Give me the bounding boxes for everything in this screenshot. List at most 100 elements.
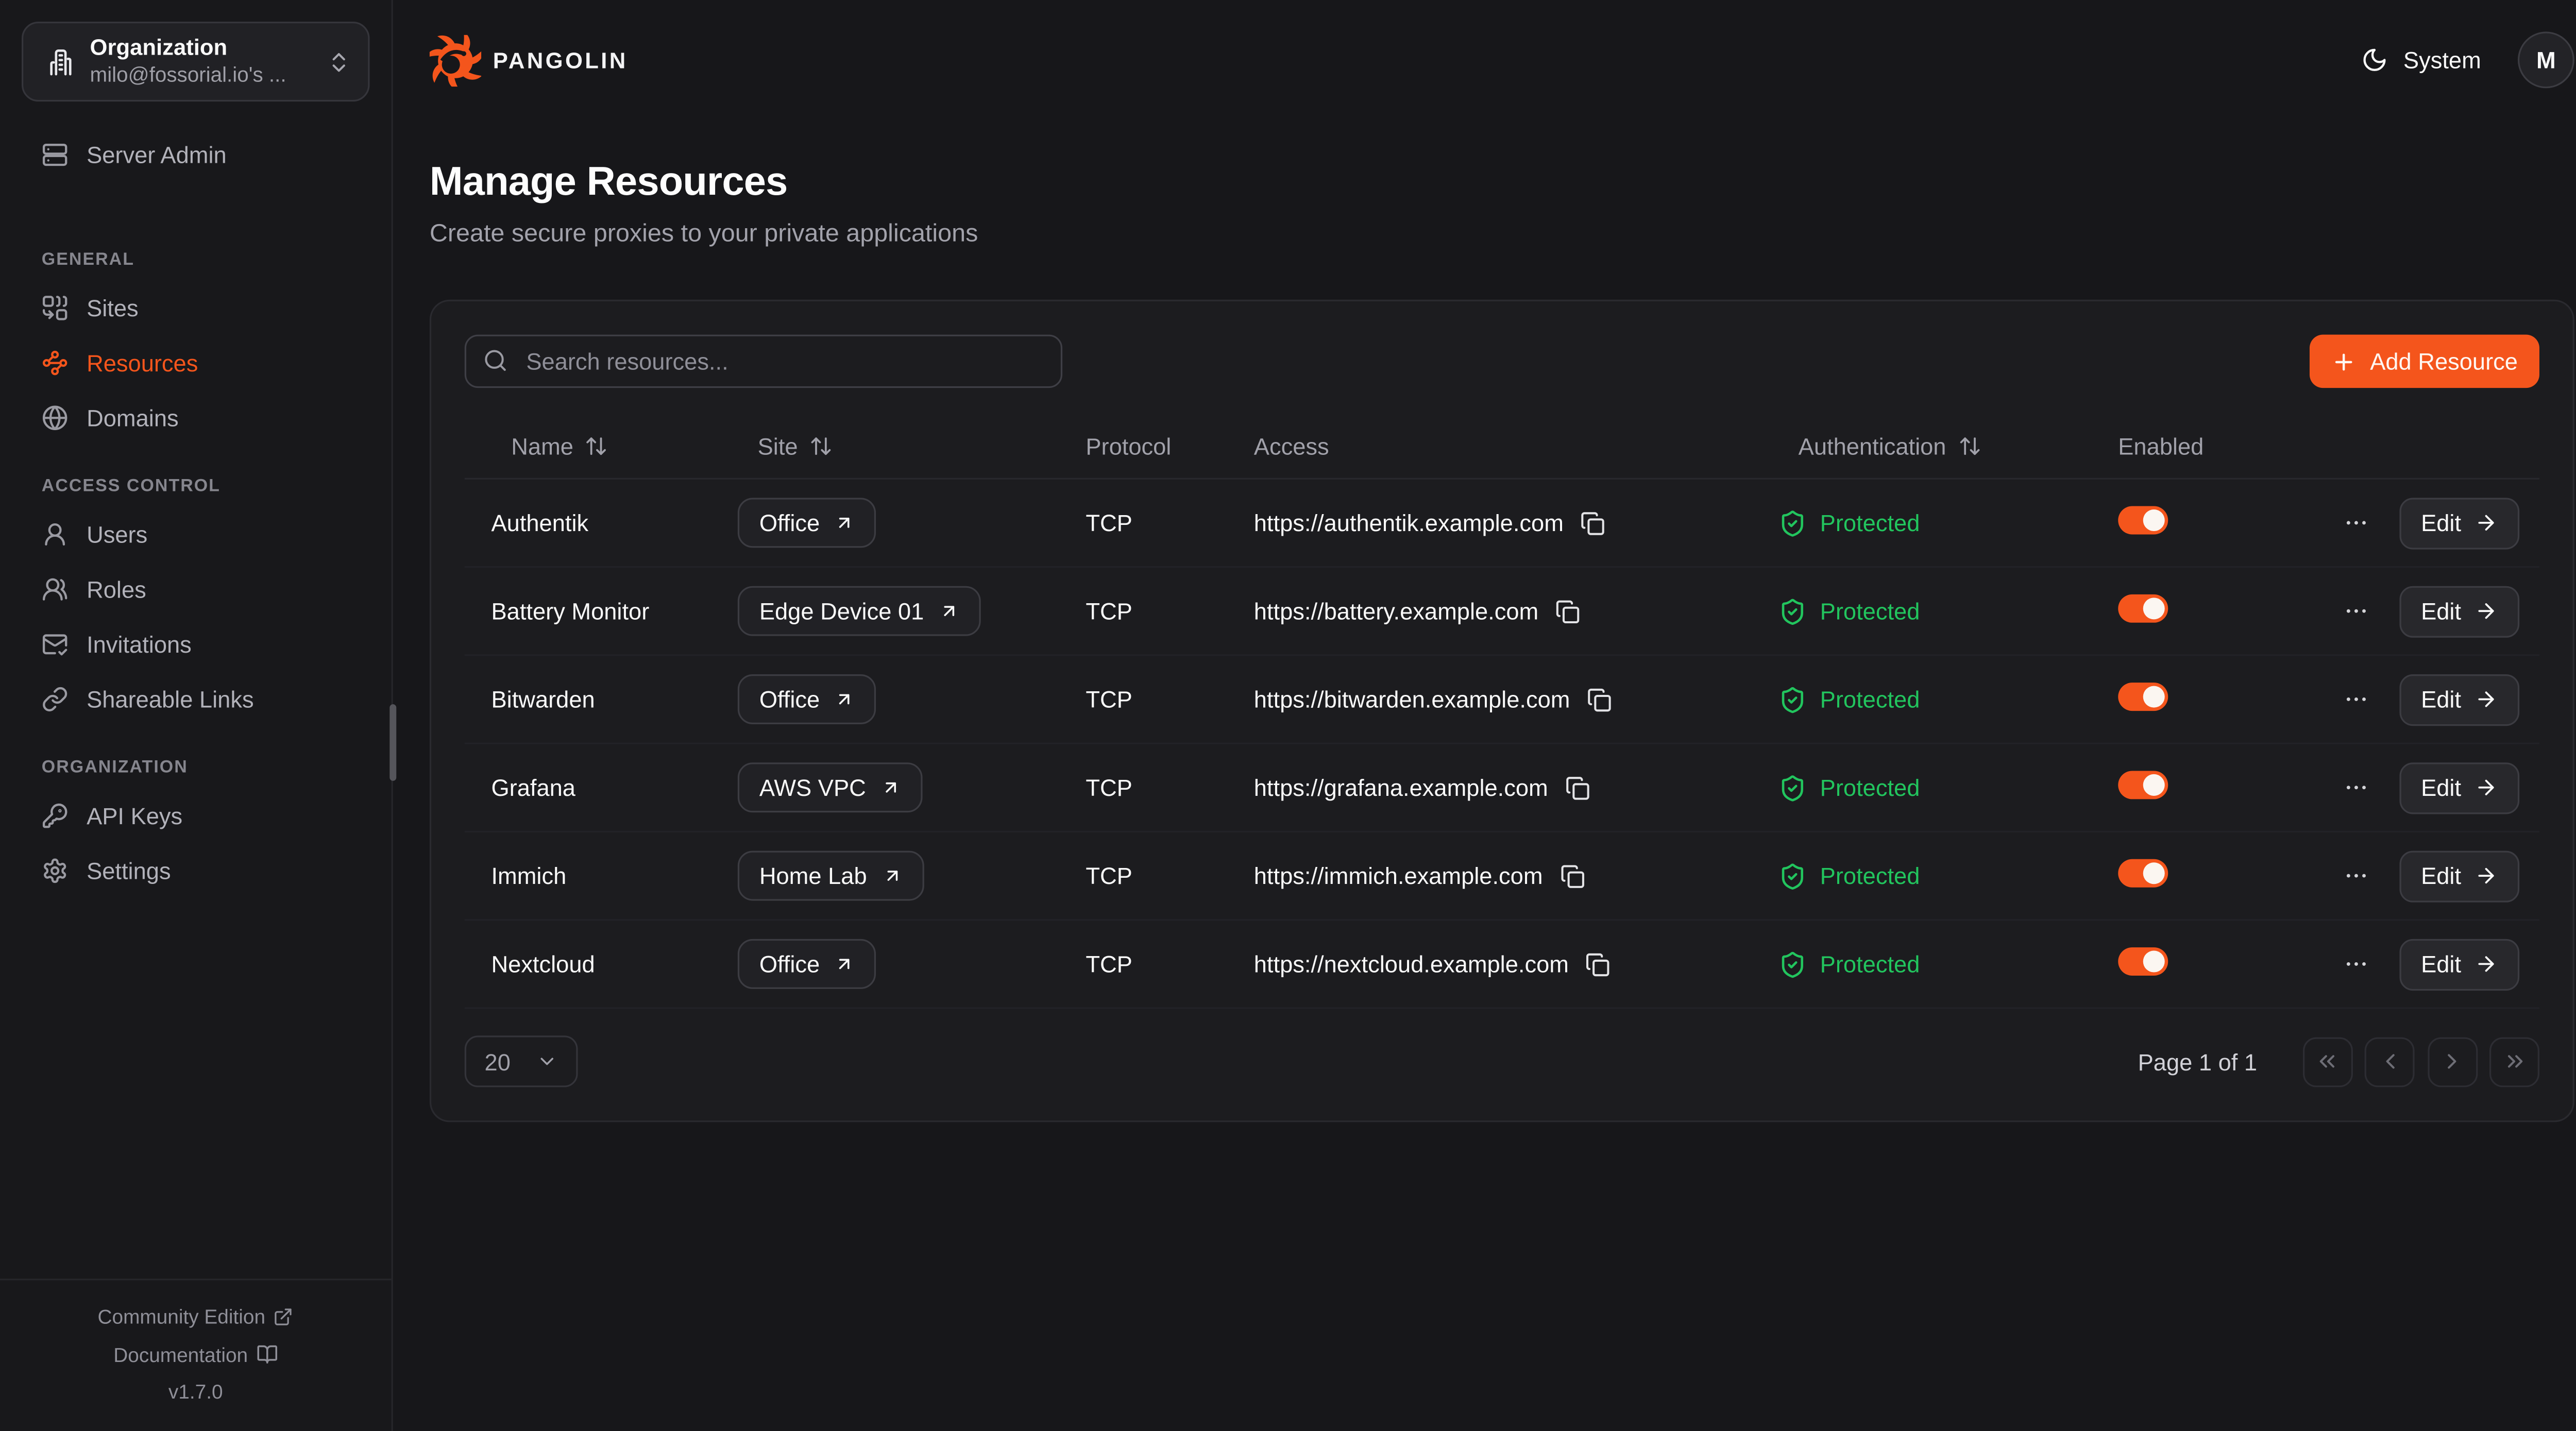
plus-icon xyxy=(2332,349,2357,373)
arrow-right-icon xyxy=(2475,776,2498,799)
sidebar-item-label: Shareable Links xyxy=(87,685,254,712)
table-row: Immich Home Lab TCP https://immich.examp… xyxy=(464,832,2539,921)
sidebar-item-label: Invitations xyxy=(87,630,192,657)
page-size-select[interactable]: 20 xyxy=(464,1035,578,1087)
copy-url-button[interactable] xyxy=(1560,863,1584,888)
shield-check-icon xyxy=(1778,773,1807,802)
edit-button[interactable]: Edit xyxy=(2399,938,2520,990)
row-menu-button[interactable] xyxy=(2340,683,2373,716)
sidebar-item-invitations[interactable]: Invitations xyxy=(20,616,371,671)
resource-name: Grafana xyxy=(491,774,575,801)
chevrons-right-icon xyxy=(2502,1049,2527,1074)
copy-url-button[interactable] xyxy=(1587,687,1612,711)
edit-button[interactable]: Edit xyxy=(2399,761,2520,813)
sidebar-item-domains[interactable]: Users Domains xyxy=(20,389,371,445)
row-menu-button[interactable] xyxy=(2340,594,2373,628)
sort-site-button[interactable]: Site xyxy=(738,430,843,460)
add-resource-button[interactable]: Add Resource xyxy=(2310,334,2539,388)
sidebar-item-users[interactable]: Users xyxy=(20,506,371,561)
sidebar-item-label: Sites xyxy=(87,294,139,321)
row-menu-button[interactable] xyxy=(2340,771,2373,804)
copy-url-button[interactable] xyxy=(1585,951,1610,976)
resource-access-url: https://grafana.example.com xyxy=(1253,774,1548,801)
column-header-authentication: Authentication xyxy=(1752,430,2091,460)
resource-name: Authentik xyxy=(491,509,589,536)
search-box xyxy=(464,334,1063,388)
brand-name: PANGOLIN xyxy=(493,47,628,73)
avatar[interactable]: M xyxy=(2517,31,2574,89)
column-header-protocol: Protocol xyxy=(1086,432,1172,459)
copy-icon xyxy=(1560,863,1584,888)
users-icon xyxy=(42,575,69,602)
sidebar-item-roles[interactable]: Roles xyxy=(20,561,371,616)
enabled-toggle[interactable] xyxy=(2118,506,2168,535)
row-menu-button[interactable] xyxy=(2340,859,2373,893)
enabled-toggle[interactable] xyxy=(2118,683,2168,711)
column-header-access: Access xyxy=(1253,432,1329,459)
site-link[interactable]: Office xyxy=(737,498,877,548)
org-switcher-value: milo@fossorial.io's ... xyxy=(90,62,286,86)
book-open-icon xyxy=(256,1344,278,1366)
topbar: PANGOLIN System M xyxy=(393,0,2576,120)
next-page-button[interactable] xyxy=(2427,1036,2477,1086)
sidebar-item-settings[interactable]: Settings xyxy=(20,842,371,897)
sidebar-item-shareable-links[interactable]: Shareable Links xyxy=(20,671,371,726)
arrow-right-icon xyxy=(2475,511,2498,534)
row-menu-button[interactable] xyxy=(2340,506,2373,540)
brand[interactable]: PANGOLIN xyxy=(429,34,628,86)
sidebar-item-sites[interactable]: Sites xyxy=(20,280,371,335)
documentation-link[interactable]: Documentation xyxy=(113,1336,278,1374)
version-label: v1.7.0 xyxy=(168,1380,223,1404)
sort-name-button[interactable]: Name xyxy=(491,430,618,460)
community-edition-link[interactable]: Community Edition xyxy=(98,1299,294,1336)
site-link[interactable]: Home Lab xyxy=(737,850,924,901)
enabled-toggle[interactable] xyxy=(2118,771,2168,799)
pangolin-logo xyxy=(429,34,482,86)
sidebar-item-label: Server Admin xyxy=(87,141,227,167)
toolbar: Add Resource xyxy=(464,334,2539,388)
shield-check-icon xyxy=(1778,862,1807,890)
table-row: Nextcloud Office TCP https://nextcloud.e… xyxy=(464,921,2539,1009)
edit-button[interactable]: Edit xyxy=(2399,849,2520,902)
sidebar-section-access-control: ACCESS CONTROL xyxy=(41,476,221,497)
edit-button[interactable]: Edit xyxy=(2399,585,2520,637)
previous-page-button[interactable] xyxy=(2364,1036,2415,1086)
sort-authentication-button[interactable]: Authentication xyxy=(1778,430,1991,460)
search-input[interactable] xyxy=(464,334,1063,388)
site-link[interactable]: Edge Device 01 xyxy=(737,586,981,636)
copy-url-button[interactable] xyxy=(1555,599,1580,623)
copy-url-button[interactable] xyxy=(1580,510,1605,535)
resource-protocol: TCP xyxy=(1086,686,1132,713)
resource-name: Immich xyxy=(491,862,567,889)
gear-icon xyxy=(42,857,69,883)
chevron-right-icon xyxy=(2439,1049,2464,1074)
copy-url-button[interactable] xyxy=(1565,775,1589,800)
sidebar-item-label: Users xyxy=(87,520,148,547)
auth-status-badge: Protected xyxy=(1778,597,2092,625)
enabled-toggle[interactable] xyxy=(2118,594,2168,623)
org-switcher[interactable]: Organization milo@fossorial.io's ... xyxy=(22,22,370,102)
site-link[interactable]: Office xyxy=(737,939,877,989)
resources-card: Add Resource Name Site xyxy=(429,299,2574,1122)
site-link[interactable]: AWS VPC xyxy=(737,762,923,813)
edit-button[interactable]: Edit xyxy=(2399,497,2520,549)
arrow-up-right-icon xyxy=(881,777,901,797)
resource-access-url: https://immich.example.com xyxy=(1253,862,1543,889)
enabled-toggle[interactable] xyxy=(2118,947,2168,976)
site-link[interactable]: Office xyxy=(737,674,877,724)
sidebar-item-label: Resources xyxy=(87,349,198,376)
last-page-button[interactable] xyxy=(2489,1036,2539,1086)
sidebar-item-resources[interactable]: Resources xyxy=(20,335,371,390)
auth-status-badge: Protected xyxy=(1778,773,2092,802)
row-menu-button[interactable] xyxy=(2340,947,2373,981)
sidebar-resize-handle[interactable] xyxy=(389,704,397,781)
sidebar-item-api-keys[interactable]: API Keys xyxy=(20,788,371,843)
sidebar-item-server-admin[interactable]: Server Admin xyxy=(20,127,371,182)
auth-status-badge: Protected xyxy=(1778,685,2092,713)
link-icon xyxy=(42,685,69,712)
first-page-button[interactable] xyxy=(2302,1036,2352,1086)
enabled-toggle[interactable] xyxy=(2118,859,2168,888)
theme-toggle-button[interactable]: System xyxy=(2362,46,2481,73)
edit-button[interactable]: Edit xyxy=(2399,673,2520,725)
chevrons-up-down-icon xyxy=(326,49,351,74)
